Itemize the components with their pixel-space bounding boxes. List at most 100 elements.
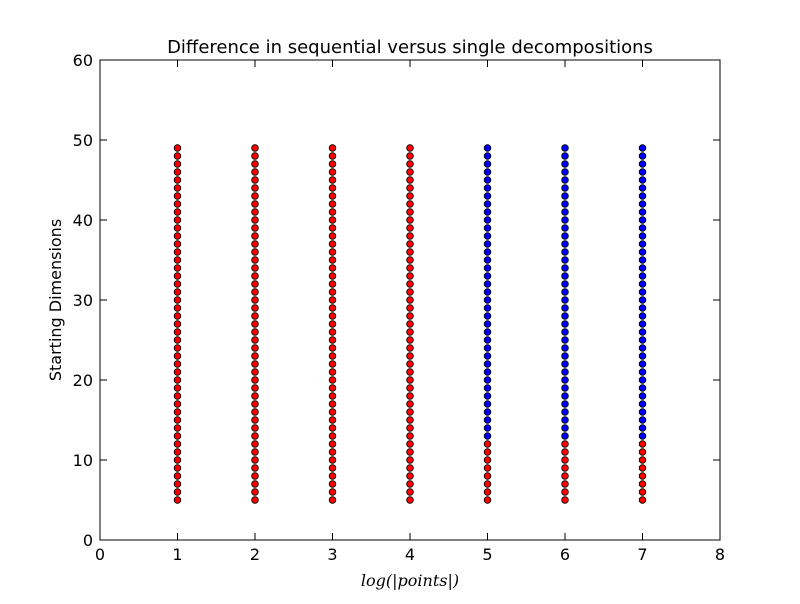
red-point bbox=[638, 496, 647, 504]
red-point bbox=[251, 424, 259, 432]
blue-point bbox=[483, 192, 492, 200]
blue-point bbox=[561, 312, 569, 320]
blue-point bbox=[483, 368, 492, 376]
red-point bbox=[328, 392, 337, 400]
red-point bbox=[406, 448, 414, 456]
blue-point bbox=[483, 384, 492, 392]
y-tick-label: 30 bbox=[73, 291, 93, 310]
red-point bbox=[251, 296, 259, 304]
red-point bbox=[483, 448, 492, 456]
red-point bbox=[328, 248, 337, 256]
red-point bbox=[251, 496, 259, 504]
blue-point bbox=[483, 328, 492, 336]
blue-point bbox=[561, 184, 569, 192]
red-point bbox=[406, 272, 414, 280]
blue-point bbox=[638, 168, 647, 176]
blue-point bbox=[638, 336, 647, 344]
blue-point bbox=[483, 232, 492, 240]
red-point bbox=[173, 376, 182, 384]
red-point bbox=[406, 256, 414, 264]
blue-point bbox=[561, 424, 569, 432]
blue-point bbox=[638, 384, 647, 392]
red-point bbox=[638, 440, 647, 448]
blue-point bbox=[638, 232, 647, 240]
red-point bbox=[328, 472, 337, 480]
blue-point bbox=[561, 192, 569, 200]
red-point bbox=[173, 400, 182, 408]
blue-point bbox=[638, 224, 647, 232]
red-point bbox=[328, 440, 337, 448]
blue-point bbox=[561, 384, 569, 392]
red-point bbox=[173, 192, 182, 200]
red-point bbox=[251, 400, 259, 408]
blue-point bbox=[483, 376, 492, 384]
red-point bbox=[251, 352, 259, 360]
blue-point bbox=[561, 264, 569, 272]
red-point bbox=[251, 312, 259, 320]
red-point bbox=[251, 264, 259, 272]
blue-point bbox=[638, 144, 647, 152]
blue-point bbox=[561, 248, 569, 256]
red-point bbox=[251, 224, 259, 232]
blue-point bbox=[483, 424, 492, 432]
red-point bbox=[406, 488, 414, 496]
red-point bbox=[173, 472, 182, 480]
x-tick-label: 2 bbox=[250, 545, 260, 564]
blue-point bbox=[638, 432, 647, 440]
x-tick-label: 0 bbox=[95, 545, 105, 564]
red-point bbox=[173, 384, 182, 392]
red-point bbox=[328, 432, 337, 440]
x-tick-label: 8 bbox=[715, 545, 725, 564]
red-point bbox=[173, 232, 182, 240]
blue-point bbox=[561, 336, 569, 344]
red-point bbox=[173, 432, 182, 440]
red-point bbox=[251, 464, 259, 472]
red-point bbox=[328, 152, 337, 160]
red-point bbox=[173, 304, 182, 312]
red-point bbox=[173, 224, 182, 232]
red-point bbox=[638, 456, 647, 464]
red-point bbox=[406, 464, 414, 472]
blue-point bbox=[638, 184, 647, 192]
red-point bbox=[328, 424, 337, 432]
blue-point bbox=[638, 280, 647, 288]
blue-point bbox=[561, 304, 569, 312]
red-point bbox=[561, 440, 569, 448]
red-point bbox=[173, 176, 182, 184]
blue-point bbox=[638, 288, 647, 296]
red-point bbox=[406, 184, 414, 192]
red-point bbox=[173, 328, 182, 336]
red-point bbox=[251, 280, 259, 288]
blue-point bbox=[638, 392, 647, 400]
blue-point bbox=[561, 296, 569, 304]
red-point bbox=[483, 496, 492, 504]
blue-point bbox=[561, 288, 569, 296]
red-point bbox=[406, 408, 414, 416]
red-point bbox=[251, 416, 259, 424]
blue-point bbox=[561, 144, 569, 152]
x-tick-label: 3 bbox=[327, 545, 337, 564]
red-point bbox=[406, 352, 414, 360]
red-point bbox=[173, 240, 182, 248]
red-point bbox=[173, 456, 182, 464]
ticks-layer bbox=[99, 59, 721, 541]
red-point bbox=[406, 160, 414, 168]
red-point bbox=[406, 192, 414, 200]
red-point bbox=[251, 200, 259, 208]
red-point bbox=[173, 360, 182, 368]
red-point bbox=[173, 296, 182, 304]
y-axis-label: Starting Dimensions bbox=[46, 219, 65, 381]
red-point bbox=[406, 424, 414, 432]
red-point bbox=[251, 256, 259, 264]
red-point bbox=[173, 248, 182, 256]
blue-point bbox=[483, 400, 492, 408]
red-point bbox=[251, 432, 259, 440]
red-point bbox=[328, 256, 337, 264]
red-point bbox=[406, 480, 414, 488]
blue-point bbox=[483, 184, 492, 192]
red-point bbox=[638, 480, 647, 488]
red-point bbox=[406, 248, 414, 256]
blue-point bbox=[638, 408, 647, 416]
blue-point bbox=[483, 168, 492, 176]
red-point bbox=[561, 488, 569, 496]
